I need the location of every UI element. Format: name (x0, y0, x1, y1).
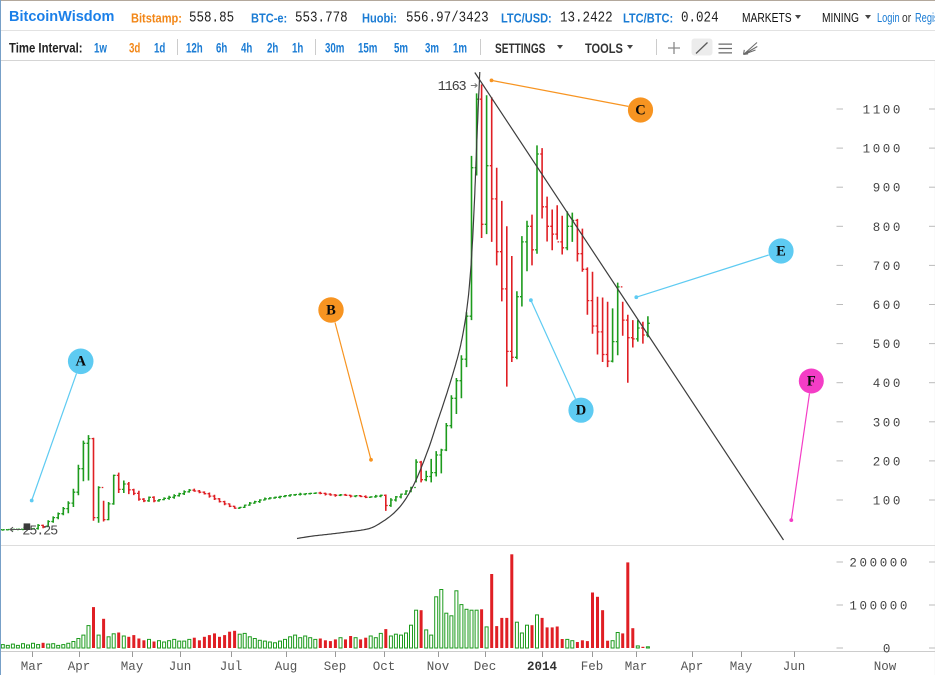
svg-text:800: 800 (873, 221, 903, 235)
svg-text:200000: 200000 (849, 557, 910, 571)
svg-text:Jun: Jun (169, 660, 192, 674)
svg-text:Sep: Sep (324, 660, 347, 674)
svg-text:Mar: Mar (21, 660, 44, 674)
svg-text:Apr: Apr (681, 660, 704, 674)
svg-text:2014: 2014 (527, 660, 558, 674)
svg-text:Oct: Oct (373, 660, 396, 674)
svg-text:900: 900 (873, 182, 903, 196)
svg-text:600: 600 (873, 299, 903, 313)
svg-text:25.25: 25.25 (22, 524, 58, 539)
svg-text:May: May (121, 660, 144, 674)
svg-text:100: 100 (873, 495, 903, 509)
svg-text:0: 0 (883, 643, 893, 657)
svg-text:100000: 100000 (849, 600, 910, 614)
svg-text:1100: 1100 (863, 104, 903, 118)
svg-text:Feb: Feb (581, 660, 604, 674)
svg-text:700: 700 (873, 260, 903, 274)
svg-text:1163: 1163 (438, 80, 467, 95)
svg-text:400: 400 (873, 377, 903, 391)
svg-text:B: B (326, 302, 336, 318)
svg-text:Jun: Jun (783, 660, 806, 674)
svg-text:A: A (75, 354, 86, 370)
svg-text:Aug: Aug (275, 660, 298, 674)
svg-text:Dec: Dec (474, 660, 497, 674)
svg-text:May: May (730, 660, 753, 674)
svg-text:200: 200 (873, 455, 903, 469)
svg-text:Apr: Apr (68, 660, 91, 674)
svg-text:Now: Now (874, 660, 897, 674)
svg-text:Mar: Mar (625, 660, 648, 674)
svg-text:300: 300 (873, 416, 903, 430)
svg-text:500: 500 (873, 338, 903, 352)
svg-text:Nov: Nov (427, 660, 450, 674)
svg-text:E: E (776, 243, 786, 259)
svg-text:1000: 1000 (863, 143, 903, 157)
svg-text:Jul: Jul (220, 660, 243, 674)
svg-text:C: C (635, 102, 645, 118)
svg-text:F: F (807, 373, 816, 389)
svg-text:D: D (576, 403, 586, 419)
